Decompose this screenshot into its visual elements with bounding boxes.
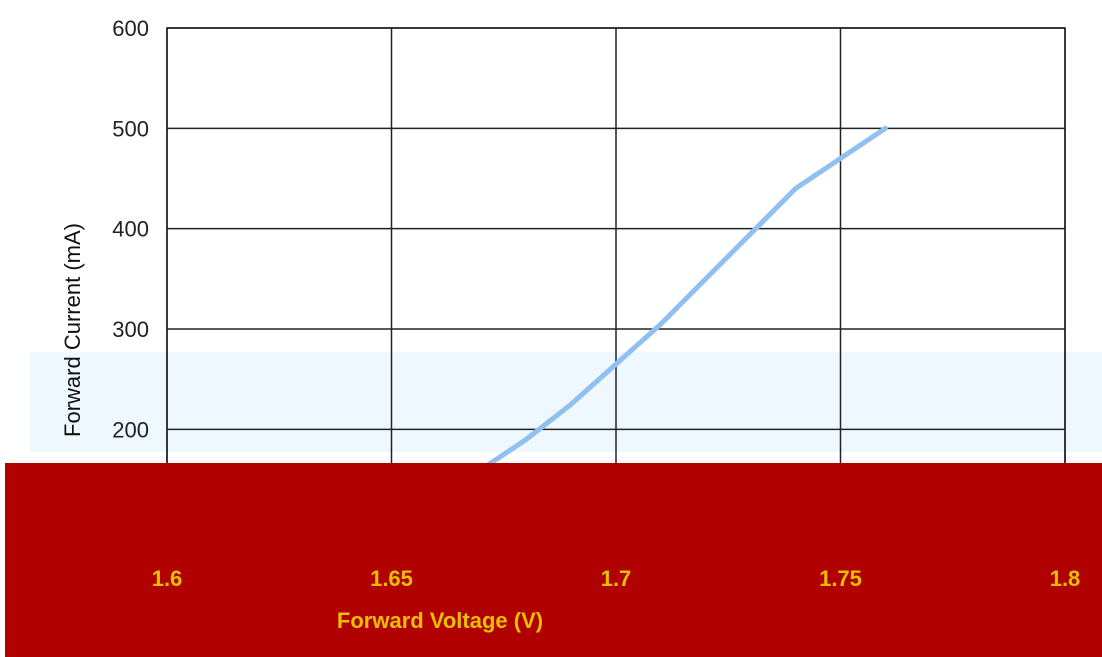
x-tick-label: 1.65 — [370, 566, 413, 591]
y-tick-label: 200 — [112, 417, 149, 442]
overlay-band — [5, 463, 1102, 657]
y-tick-label: 300 — [112, 317, 149, 342]
series-line — [389, 125, 888, 533]
x-tick-label: 1.75 — [819, 566, 862, 591]
x-axis-title: Forward Voltage (V) — [337, 608, 543, 633]
y-tick-label: 400 — [112, 217, 149, 242]
x-tick-label: 1.8 — [1050, 566, 1081, 591]
x-tick-labels: 1.6 1.65 1.7 1.75 1.8 — [152, 566, 1081, 591]
series-layer — [389, 125, 888, 533]
y-axis-title: Forward Current (mA) — [60, 223, 85, 437]
x-tick-label: 1.6 — [152, 566, 183, 591]
x-tick-label: 1.7 — [601, 566, 632, 591]
y-tick-label: 600 — [112, 16, 149, 41]
tint-band — [30, 352, 1102, 452]
y-tick-label: 500 — [112, 116, 149, 141]
